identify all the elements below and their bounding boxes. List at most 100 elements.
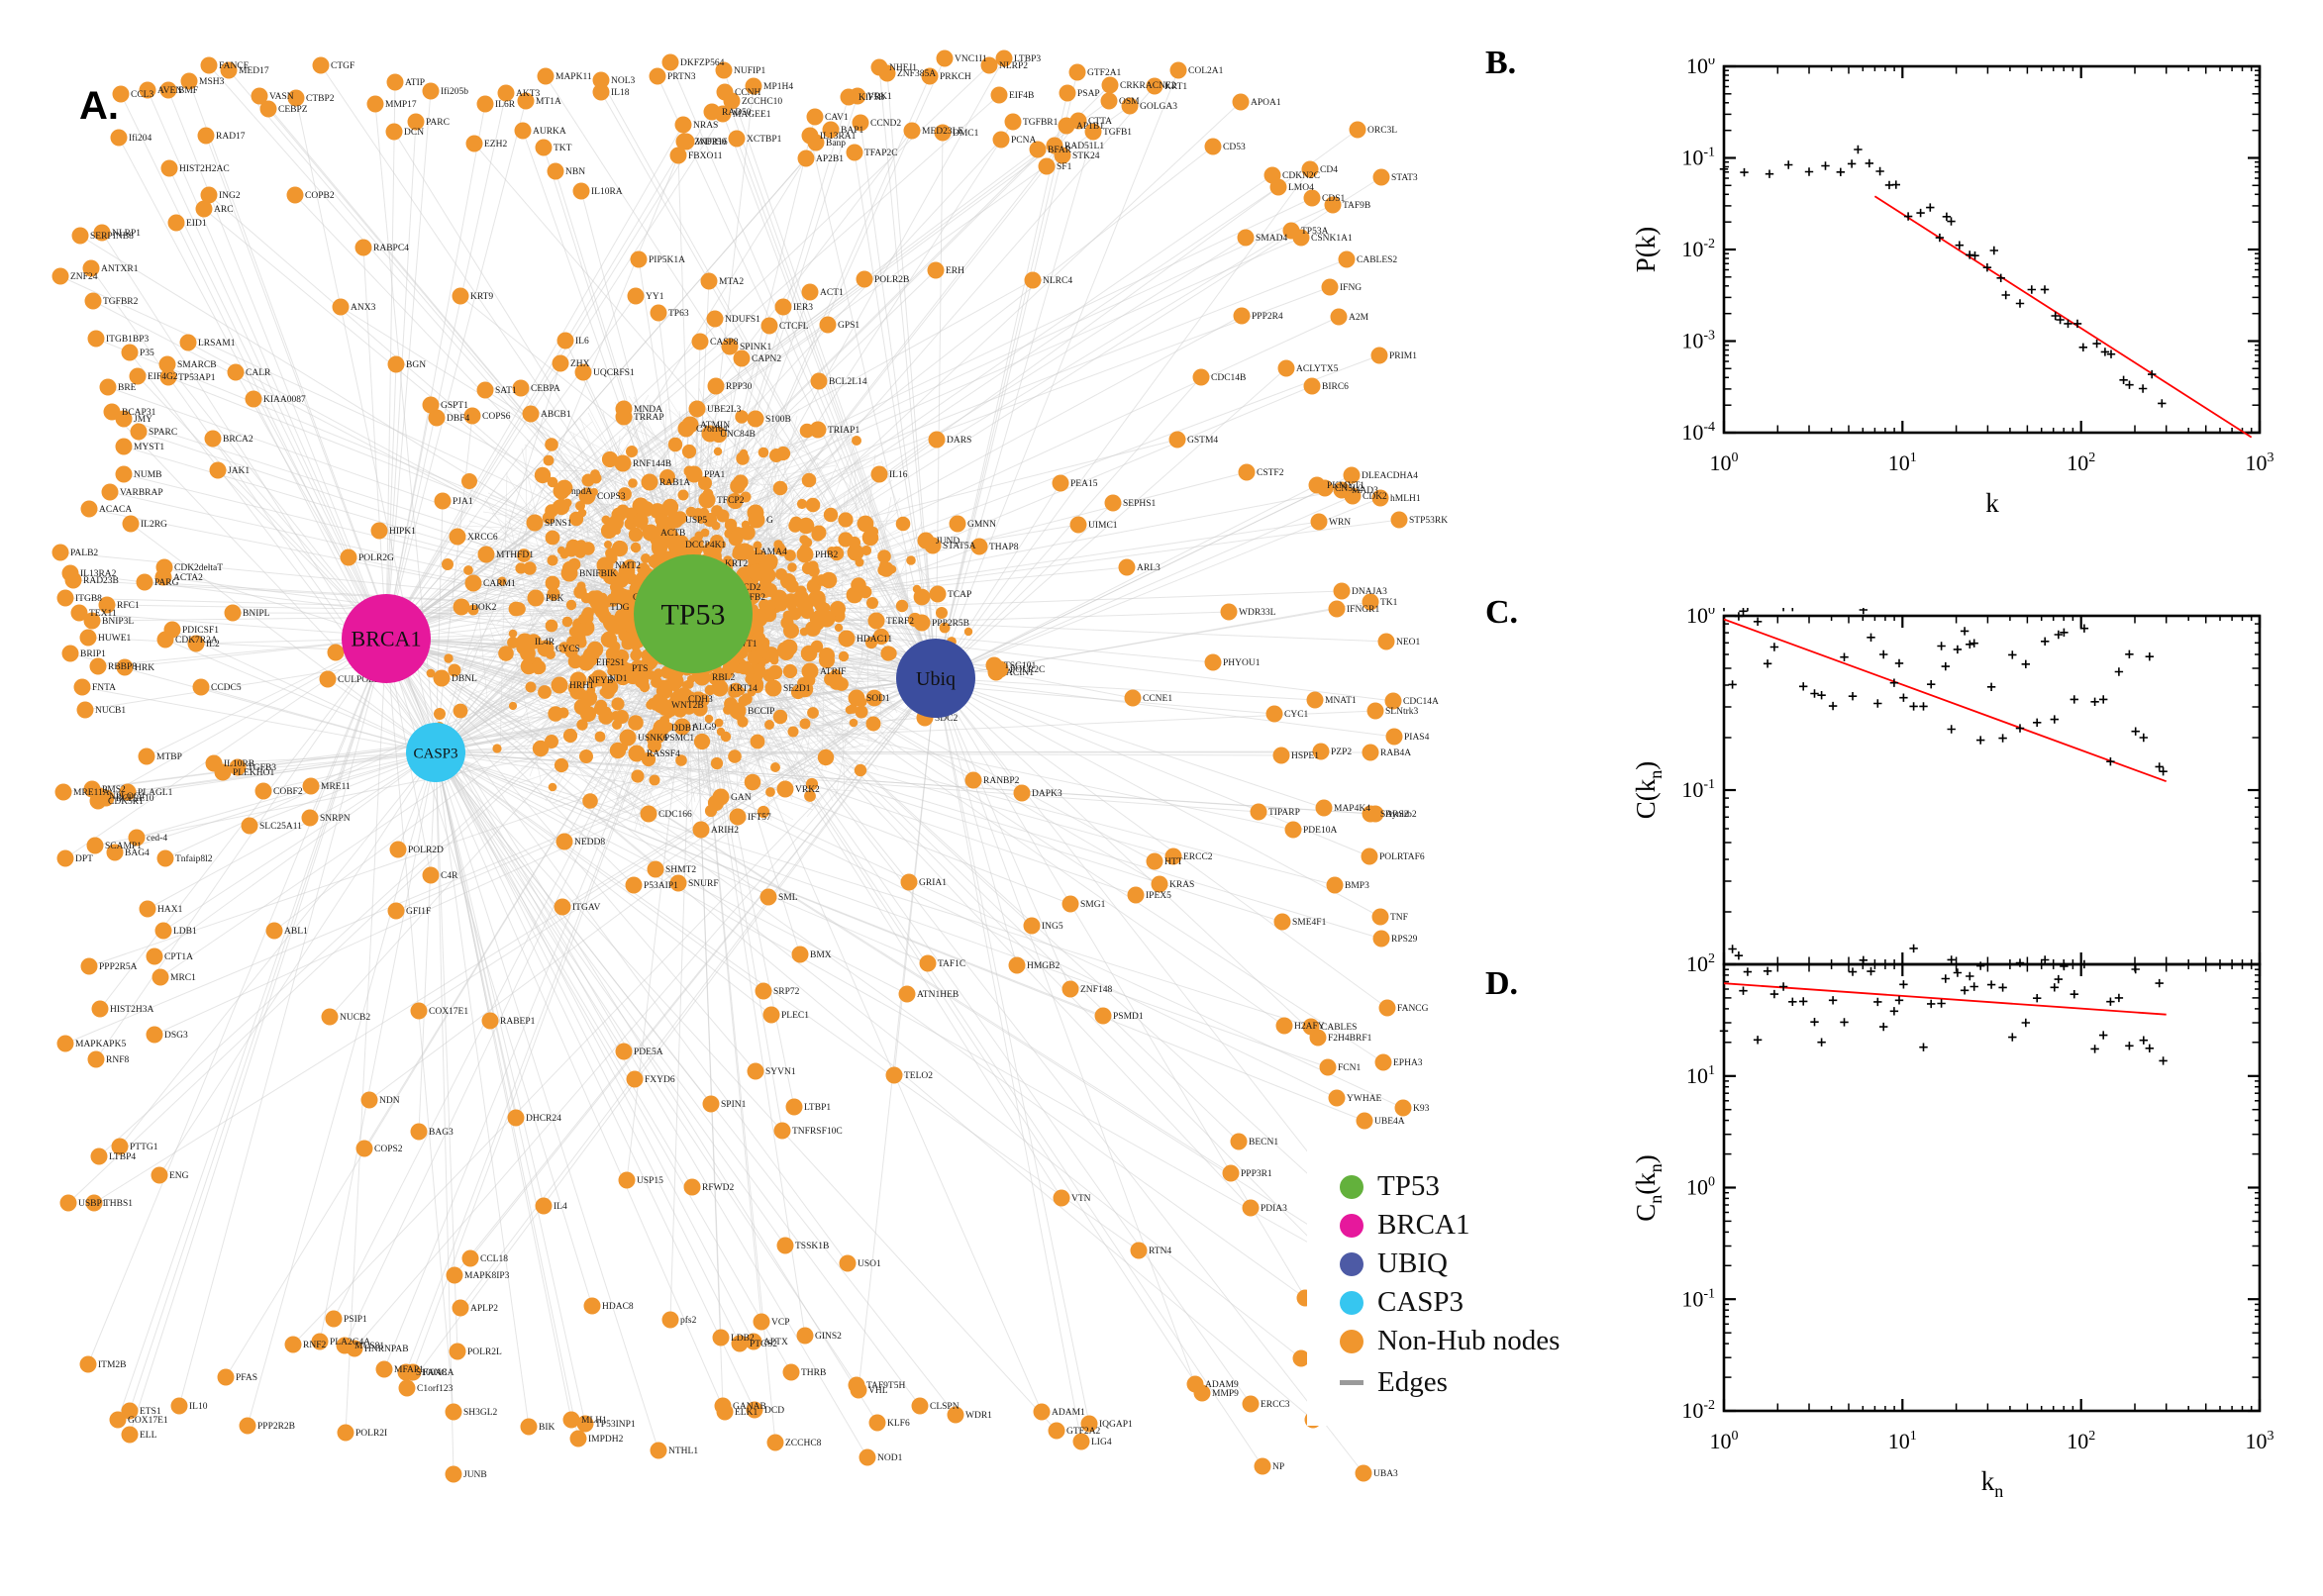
- svg-text:G: G: [766, 516, 773, 526]
- svg-text:ATN1HEB: ATN1HEB: [917, 990, 959, 1000]
- svg-text:AURKA: AURKA: [533, 127, 566, 137]
- svg-text:PCNA: PCNA: [1011, 136, 1036, 146]
- svg-text:BECN1: BECN1: [1249, 1138, 1278, 1147]
- svg-text:WDR1: WDR1: [965, 1411, 992, 1421]
- svg-text:SYVN1: SYVN1: [765, 1067, 796, 1077]
- svg-text:EIF4G2: EIF4G2: [148, 372, 178, 382]
- svg-text:ABL1: ABL1: [284, 927, 308, 937]
- svg-text:102: 102: [2067, 450, 2095, 475]
- svg-text:SME4F1: SME4F1: [1292, 918, 1327, 928]
- svg-text:CPT1A: CPT1A: [164, 952, 193, 962]
- svg-text:LRSAM1: LRSAM1: [198, 339, 236, 349]
- svg-text:RANBP2: RANBP2: [983, 776, 1020, 786]
- svg-text:GSTM4: GSTM4: [1187, 436, 1218, 446]
- svg-text:NUCB2: NUCB2: [340, 1013, 370, 1023]
- svg-text:CDKN2C: CDKN2C: [1282, 171, 1320, 181]
- svg-text:MAD3: MAD3: [1352, 486, 1378, 496]
- svg-text:NP: NP: [1272, 1462, 1284, 1472]
- svg-text:VARBRAP: VARBRAP: [120, 488, 163, 498]
- svg-text:ETS1: ETS1: [140, 1407, 161, 1417]
- svg-text:PLEC1: PLEC1: [781, 1011, 809, 1021]
- svg-text:SERPINB8: SERPINB8: [90, 232, 134, 242]
- svg-text:MAGEE1: MAGEE1: [733, 110, 771, 120]
- svg-text:GFI1F: GFI1F: [406, 907, 431, 917]
- svg-text:DBNL: DBNL: [452, 674, 477, 684]
- svg-text:TAF1C: TAF1C: [938, 959, 965, 969]
- svg-text:HIST2H3A: HIST2H3A: [110, 1005, 153, 1015]
- svg-text:GINS2: GINS2: [815, 1332, 842, 1342]
- svg-text:IL13RA2: IL13RA2: [80, 569, 117, 579]
- svg-text:ING5: ING5: [1042, 922, 1063, 932]
- svg-text:LTBP1: LTBP1: [804, 1103, 831, 1113]
- svg-text:YY1: YY1: [646, 292, 664, 302]
- svg-text:Ifi204: Ifi204: [129, 133, 152, 144]
- svg-text:LIG4: LIG4: [1091, 1438, 1112, 1447]
- svg-text:AKT3: AKT3: [516, 89, 541, 99]
- svg-text:PARC: PARC: [426, 118, 450, 128]
- svg-text:MNAT1: MNAT1: [1325, 696, 1357, 706]
- svg-text:MRE11: MRE11: [321, 782, 351, 792]
- svg-text:SHMT2: SHMT2: [665, 865, 696, 875]
- svg-text:PTTG1: PTTG1: [130, 1143, 158, 1152]
- svg-text:PPP2R2B: PPP2R2B: [257, 1422, 295, 1432]
- svg-text:CEBPZ: CEBPZ: [278, 105, 308, 115]
- svg-text:PPA1: PPA1: [704, 470, 726, 480]
- svg-text:ced-4: ced-4: [147, 834, 167, 844]
- svg-text:ARC: ARC: [214, 205, 234, 215]
- svg-text:APLP2: APLP2: [470, 1304, 498, 1314]
- svg-text:KLF6: KLF6: [887, 1419, 910, 1429]
- svg-text:PPP2R4: PPP2R4: [1252, 312, 1283, 322]
- svg-text:IMPDH2: IMPDH2: [588, 1435, 624, 1445]
- svg-text:COBF2: COBF2: [273, 787, 303, 797]
- svg-text:MUS81: MUS81: [354, 1342, 384, 1351]
- svg-text:PTS: PTS: [632, 664, 648, 674]
- svg-text:AVEN: AVEN: [157, 86, 182, 96]
- svg-text:BIRC6: BIRC6: [1322, 382, 1349, 392]
- svg-text:BRE: BRE: [118, 383, 137, 393]
- svg-text:TP53: TP53: [660, 599, 725, 632]
- svg-text:P(k): P(k): [1631, 227, 1661, 273]
- svg-text:CASP3: CASP3: [413, 746, 457, 761]
- svg-text:RNF144B: RNF144B: [633, 459, 671, 469]
- svg-text:WRN: WRN: [1329, 518, 1351, 528]
- svg-text:NOD1: NOD1: [877, 1453, 903, 1463]
- svg-text:C1orf123: C1orf123: [417, 1383, 454, 1394]
- svg-text:ATIP: ATIP: [405, 78, 425, 88]
- svg-text:ZNF24: ZNF24: [70, 272, 98, 282]
- svg-text:PALB2: PALB2: [70, 549, 98, 558]
- svg-text:POLR2B: POLR2B: [874, 275, 909, 285]
- svg-text:PDICSF1: PDICSF1: [182, 626, 219, 636]
- svg-text:POLR2L: POLR2L: [467, 1347, 502, 1357]
- svg-text:RBL2: RBL2: [712, 673, 735, 683]
- svg-text:PZP2: PZP2: [1331, 748, 1352, 757]
- svg-text:USP15: USP15: [637, 1176, 663, 1186]
- svg-text:TSG101: TSG101: [1004, 661, 1036, 671]
- svg-text:CALR: CALR: [246, 368, 271, 378]
- svg-text:NBN: NBN: [565, 167, 585, 177]
- svg-text:SNRPN: SNRPN: [320, 814, 351, 824]
- svg-text:SNURF: SNURF: [688, 879, 719, 889]
- svg-text:ADAM9: ADAM9: [1205, 1380, 1239, 1390]
- svg-text:101: 101: [1686, 1063, 1715, 1088]
- svg-text:UQCRFS1: UQCRFS1: [593, 368, 635, 378]
- svg-text:BCCIP: BCCIP: [748, 707, 774, 717]
- svg-text:10-2: 10-2: [1681, 237, 1715, 261]
- svg-text:10-3: 10-3: [1681, 329, 1715, 353]
- svg-text:PSMC1: PSMC1: [664, 734, 694, 744]
- svg-text:WDR33L: WDR33L: [1239, 608, 1276, 618]
- svg-text:POLRTAF6: POLRTAF6: [1379, 852, 1425, 862]
- svg-text:THAP8: THAP8: [989, 543, 1019, 552]
- svg-text:COPB2: COPB2: [305, 191, 335, 201]
- svg-text:SPINK1: SPINK1: [740, 343, 771, 352]
- svg-text:SLC25A11: SLC25A11: [259, 822, 302, 832]
- svg-text:RASSF4: RASSF4: [647, 749, 680, 759]
- svg-text:HDAC11: HDAC11: [857, 635, 892, 645]
- svg-text:JUND: JUND: [936, 537, 960, 547]
- svg-text:POLR2D: POLR2D: [408, 846, 444, 855]
- svg-text:RAB4A: RAB4A: [1380, 748, 1411, 758]
- svg-text:CTGF: CTGF: [331, 61, 354, 71]
- svg-text:IQGAP1: IQGAP1: [1099, 1420, 1133, 1430]
- svg-text:CCDC5: CCDC5: [211, 683, 242, 693]
- svg-text:MRE11A: MRE11A: [73, 788, 110, 798]
- svg-text:IL4: IL4: [554, 1202, 567, 1212]
